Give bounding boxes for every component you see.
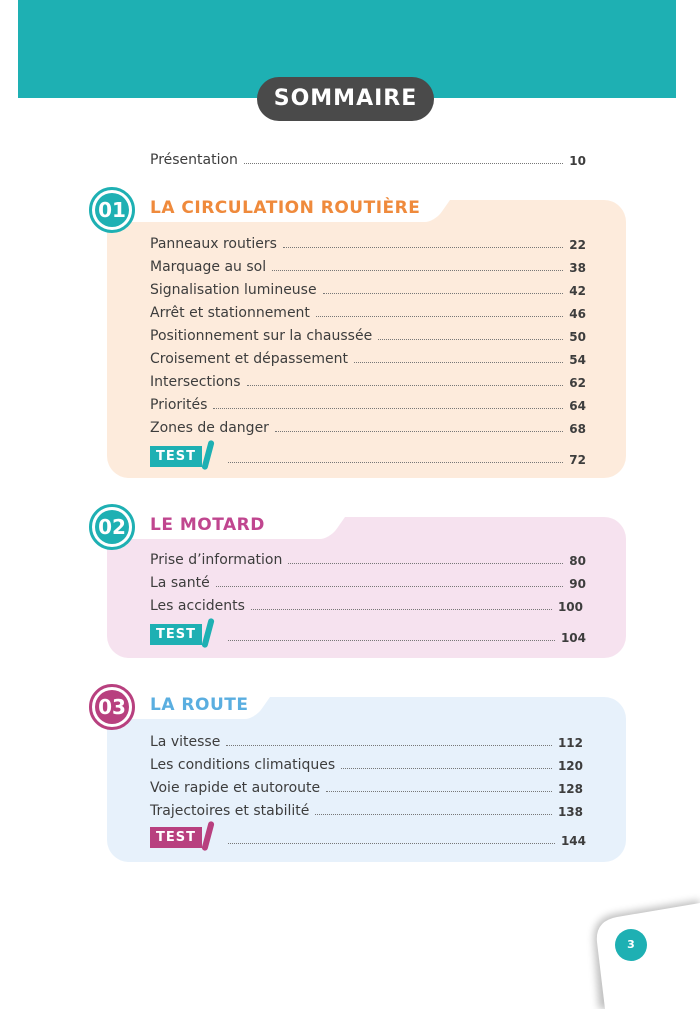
entry-label: Prise d’information <box>150 552 283 568</box>
toc-entry[interactable]: Les accidents 100 <box>150 594 583 614</box>
entry-label: Les conditions climatiques <box>150 757 336 773</box>
entry-page: 112 <box>557 736 583 750</box>
entry-page: 46 <box>569 307 586 321</box>
entry-label: Arrêt et stationnement <box>150 305 310 321</box>
entry-page: 100 <box>557 600 583 614</box>
entry-page: 72 <box>569 453 586 467</box>
entry-page: 144 <box>560 834 586 848</box>
leader-dots <box>272 270 564 271</box>
leader-dots <box>246 385 564 386</box>
test-badge[interactable]: TEST <box>150 624 202 645</box>
leader-dots <box>228 843 555 844</box>
section-number-badge: 03 <box>89 684 135 730</box>
section-number-badge: 02 <box>89 504 135 550</box>
leader-dots <box>288 563 564 564</box>
entry-label: Zones de danger <box>150 420 269 436</box>
entry-page: 10 <box>569 154 586 168</box>
toc-entry[interactable]: La santé 90 <box>150 571 586 591</box>
toc-entry-presentation[interactable]: Présentation 10 <box>150 148 586 168</box>
page-corner <box>593 900 700 1009</box>
toc-entry[interactable]: Voie rapide et autoroute 128 <box>150 776 583 796</box>
entry-label: Positionnement sur la chaussée <box>150 328 373 344</box>
leader-dots <box>213 408 564 409</box>
toc-entry[interactable]: Positionnement sur la chaussée 50 <box>150 324 586 344</box>
leader-dots <box>215 586 564 587</box>
entry-page: 62 <box>569 376 586 390</box>
entry-label: Présentation <box>150 152 238 168</box>
toc-entry[interactable]: Zones de danger 68 <box>150 416 586 436</box>
entry-label: Panneaux routiers <box>150 236 277 252</box>
toc-entry[interactable]: Trajectoires et stabilité 138 <box>150 799 583 819</box>
entry-label: Croisement et dépassement <box>150 351 348 367</box>
toc-entry[interactable]: Intersections 62 <box>150 370 586 390</box>
toc-entry[interactable]: Les conditions climatiques 120 <box>150 753 583 773</box>
toc-entry[interactable]: Panneaux routiers 22 <box>150 232 586 252</box>
entry-label: Intersections <box>150 374 241 390</box>
page-number: 3 <box>615 929 647 961</box>
entry-page: 68 <box>569 422 586 436</box>
title-tab <box>107 515 322 539</box>
entry-page: 128 <box>557 782 583 796</box>
entry-label: Voie rapide et autoroute <box>150 780 321 796</box>
leader-dots <box>322 293 564 294</box>
entry-label: Signalisation lumineuse <box>150 282 317 298</box>
toc-entry-test[interactable]: 144 <box>222 828 586 848</box>
leader-dots <box>315 316 564 317</box>
test-badge[interactable]: TEST <box>150 446 202 467</box>
toc-entry[interactable]: Priorités 64 <box>150 393 586 413</box>
leader-dots <box>378 339 564 340</box>
toc-entry-test[interactable]: 104 <box>222 625 586 645</box>
entry-label: Marquage au sol <box>150 259 267 275</box>
entry-label: La santé <box>150 575 210 591</box>
leader-dots <box>250 609 552 610</box>
leader-dots <box>353 362 564 363</box>
entry-page: 104 <box>560 631 586 645</box>
entry-label: Les accidents <box>150 598 245 614</box>
entry-page: 138 <box>557 805 583 819</box>
leader-dots <box>282 247 564 248</box>
toc-entry[interactable]: Croisement et dépassement 54 <box>150 347 586 367</box>
section-number-badge: 01 <box>89 187 135 233</box>
section-title: LA CIRCULATION ROUTIÈRE <box>150 198 421 218</box>
leader-dots <box>326 791 552 792</box>
entry-page: 54 <box>569 353 586 367</box>
entry-label: Priorités <box>150 397 208 413</box>
leader-dots <box>243 163 564 164</box>
toc-entry[interactable]: Marquage au sol 38 <box>150 255 586 275</box>
leader-dots <box>226 745 552 746</box>
toc-entry[interactable]: Arrêt et stationnement 46 <box>150 301 586 321</box>
page-title: SOMMAIRE <box>257 77 434 121</box>
entry-label: La vitesse <box>150 734 221 750</box>
entry-page: 64 <box>569 399 586 413</box>
leader-dots <box>315 814 552 815</box>
title-tab <box>107 198 427 222</box>
entry-page: 90 <box>569 577 586 591</box>
leader-dots <box>228 640 555 641</box>
entry-page: 80 <box>569 554 586 568</box>
toc-entry[interactable]: La vitesse 112 <box>150 730 583 750</box>
leader-dots <box>341 768 552 769</box>
section-title: LA ROUTE <box>150 695 249 715</box>
entry-label: Trajectoires et stabilité <box>150 803 310 819</box>
toc-entry[interactable]: Signalisation lumineuse 42 <box>150 278 586 298</box>
section-title: LE MOTARD <box>150 515 265 535</box>
leader-dots <box>228 462 564 463</box>
entry-page: 50 <box>569 330 586 344</box>
test-badge[interactable]: TEST <box>150 827 202 848</box>
entry-page: 42 <box>569 284 586 298</box>
leader-dots <box>274 431 564 432</box>
entry-page: 120 <box>557 759 583 773</box>
entry-page: 22 <box>569 238 586 252</box>
entry-page: 38 <box>569 261 586 275</box>
toc-entry-test[interactable]: 72 <box>222 447 586 467</box>
toc-entry[interactable]: Prise d’information 80 <box>150 548 586 568</box>
